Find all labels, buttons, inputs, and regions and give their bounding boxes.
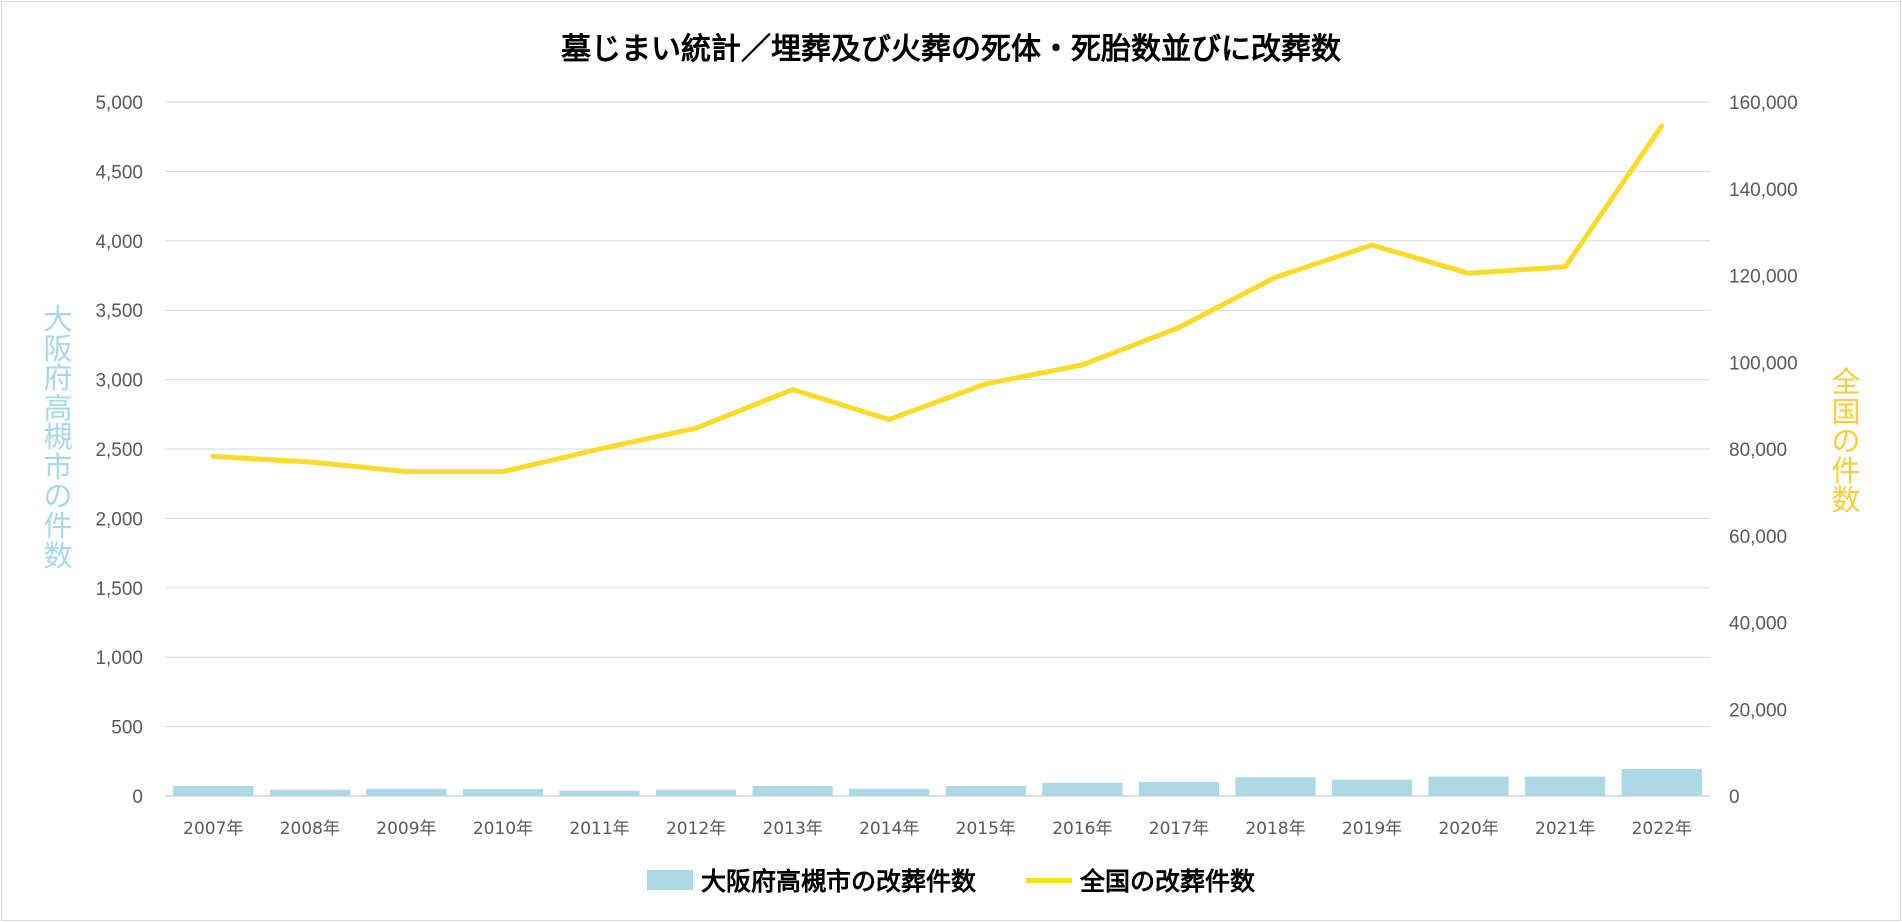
x-tick-label: 2011年 — [569, 819, 629, 839]
y-right-tick-label: 120,000 — [1729, 267, 1798, 288]
y-left-tick-label: 500 — [111, 718, 143, 739]
bar — [1235, 777, 1316, 796]
y-right-tick-label: 20,000 — [1729, 700, 1787, 721]
series-line — [210, 123, 1665, 475]
bar — [849, 788, 930, 796]
y-left-tick-label: 1,000 — [95, 648, 143, 669]
bar — [1331, 779, 1413, 796]
legend-label-line: 全国の改葬件数 — [1080, 867, 1256, 896]
bar — [173, 786, 254, 796]
y-right-tick-label: 40,000 — [1729, 614, 1787, 635]
y-left-tick-label: 2,500 — [95, 440, 143, 461]
y-axis-right-label: 全国の件数 — [1831, 365, 1861, 518]
x-tick-label: 2008年 — [280, 819, 340, 839]
y-left-tick-label: 3,000 — [95, 371, 143, 392]
legend-swatch-line — [1026, 877, 1072, 883]
y-axis-left-label: 大阪府高槻市の件数 — [43, 302, 73, 573]
y-left-tick-label: 4,500 — [95, 162, 143, 183]
legend-item-bar: 大阪府高槻市の改葬件数 — [646, 862, 976, 898]
x-tick-label: 2017年 — [1149, 819, 1209, 839]
bar-series — [173, 768, 1702, 796]
legend-item-line: 全国の改葬件数 — [1026, 862, 1255, 898]
y-right-tick-label: 100,000 — [1729, 353, 1798, 374]
line-series — [210, 123, 1665, 475]
bar — [366, 788, 447, 796]
y-left-tick-label: 1,500 — [95, 579, 143, 600]
x-tick-label: 2009年 — [376, 819, 436, 839]
x-tick-label: 2018年 — [1245, 819, 1305, 839]
bar — [1138, 781, 1219, 796]
bar — [1621, 768, 1702, 796]
bar — [945, 786, 1026, 796]
y-axis-right-ticks: 0 20,000 40,000 60,000 80,000 100,000 120,000 1… — [1729, 93, 1798, 808]
x-tick-label: 2012年 — [666, 819, 726, 839]
x-tick-label: 2013年 — [763, 819, 823, 839]
y-left-tick-label: 3,500 — [95, 301, 143, 322]
x-tick-label: 2010年 — [473, 819, 533, 839]
x-tick-label: 2014年 — [859, 819, 919, 839]
y-left-tick-label: 2,000 — [95, 509, 143, 530]
y-right-tick-label: 80,000 — [1729, 440, 1787, 461]
y-right-tick-label: 0 — [1729, 787, 1740, 808]
x-tick-label: 2020年 — [1438, 819, 1498, 839]
bar — [269, 789, 350, 796]
x-tick-label: 2015年 — [956, 819, 1016, 839]
y-left-tick-label: 4,000 — [95, 232, 143, 253]
bar — [559, 790, 640, 796]
bar — [1525, 776, 1606, 796]
bar — [462, 789, 544, 796]
chart-title: 墓じまい統計／埋葬及び火葬の死体・死胎数並びに改葬数 — [561, 32, 1341, 67]
bar — [656, 789, 737, 796]
y-right-tick-label: 160,000 — [1729, 93, 1798, 114]
legend-label-bar: 大阪府高槻市の改葬件数 — [700, 867, 976, 896]
y-left-tick-label: 0 — [132, 787, 143, 808]
x-axis-ticks: 2007年 2008年 2009年 2010年 2011年 2012年 2013年 2014年… — [183, 819, 1692, 839]
x-tick-label: 2019年 — [1342, 819, 1402, 839]
y-left-tick-label: 5,000 — [95, 93, 143, 114]
y-right-tick-label: 140,000 — [1729, 180, 1798, 201]
x-tick-label: 2022年 — [1632, 819, 1692, 839]
legend: 大阪府高槻市の改葬件数 全国の改葬件数 — [0, 862, 1902, 898]
bar — [1042, 782, 1123, 796]
y-axis-left-ticks: 0 500 1,000 1,500 2,000 2,500 3,000 3,500 4,000 4… — [95, 93, 143, 808]
legend-swatch-bar — [646, 870, 693, 890]
x-tick-label: 2021年 — [1535, 819, 1595, 839]
bar — [752, 786, 833, 796]
x-tick-label: 2007年 — [183, 819, 243, 839]
x-tick-label: 2016年 — [1052, 819, 1112, 839]
y-right-tick-label: 60,000 — [1729, 527, 1787, 548]
gridlines — [165, 101, 1710, 797]
bar — [1428, 776, 1509, 796]
